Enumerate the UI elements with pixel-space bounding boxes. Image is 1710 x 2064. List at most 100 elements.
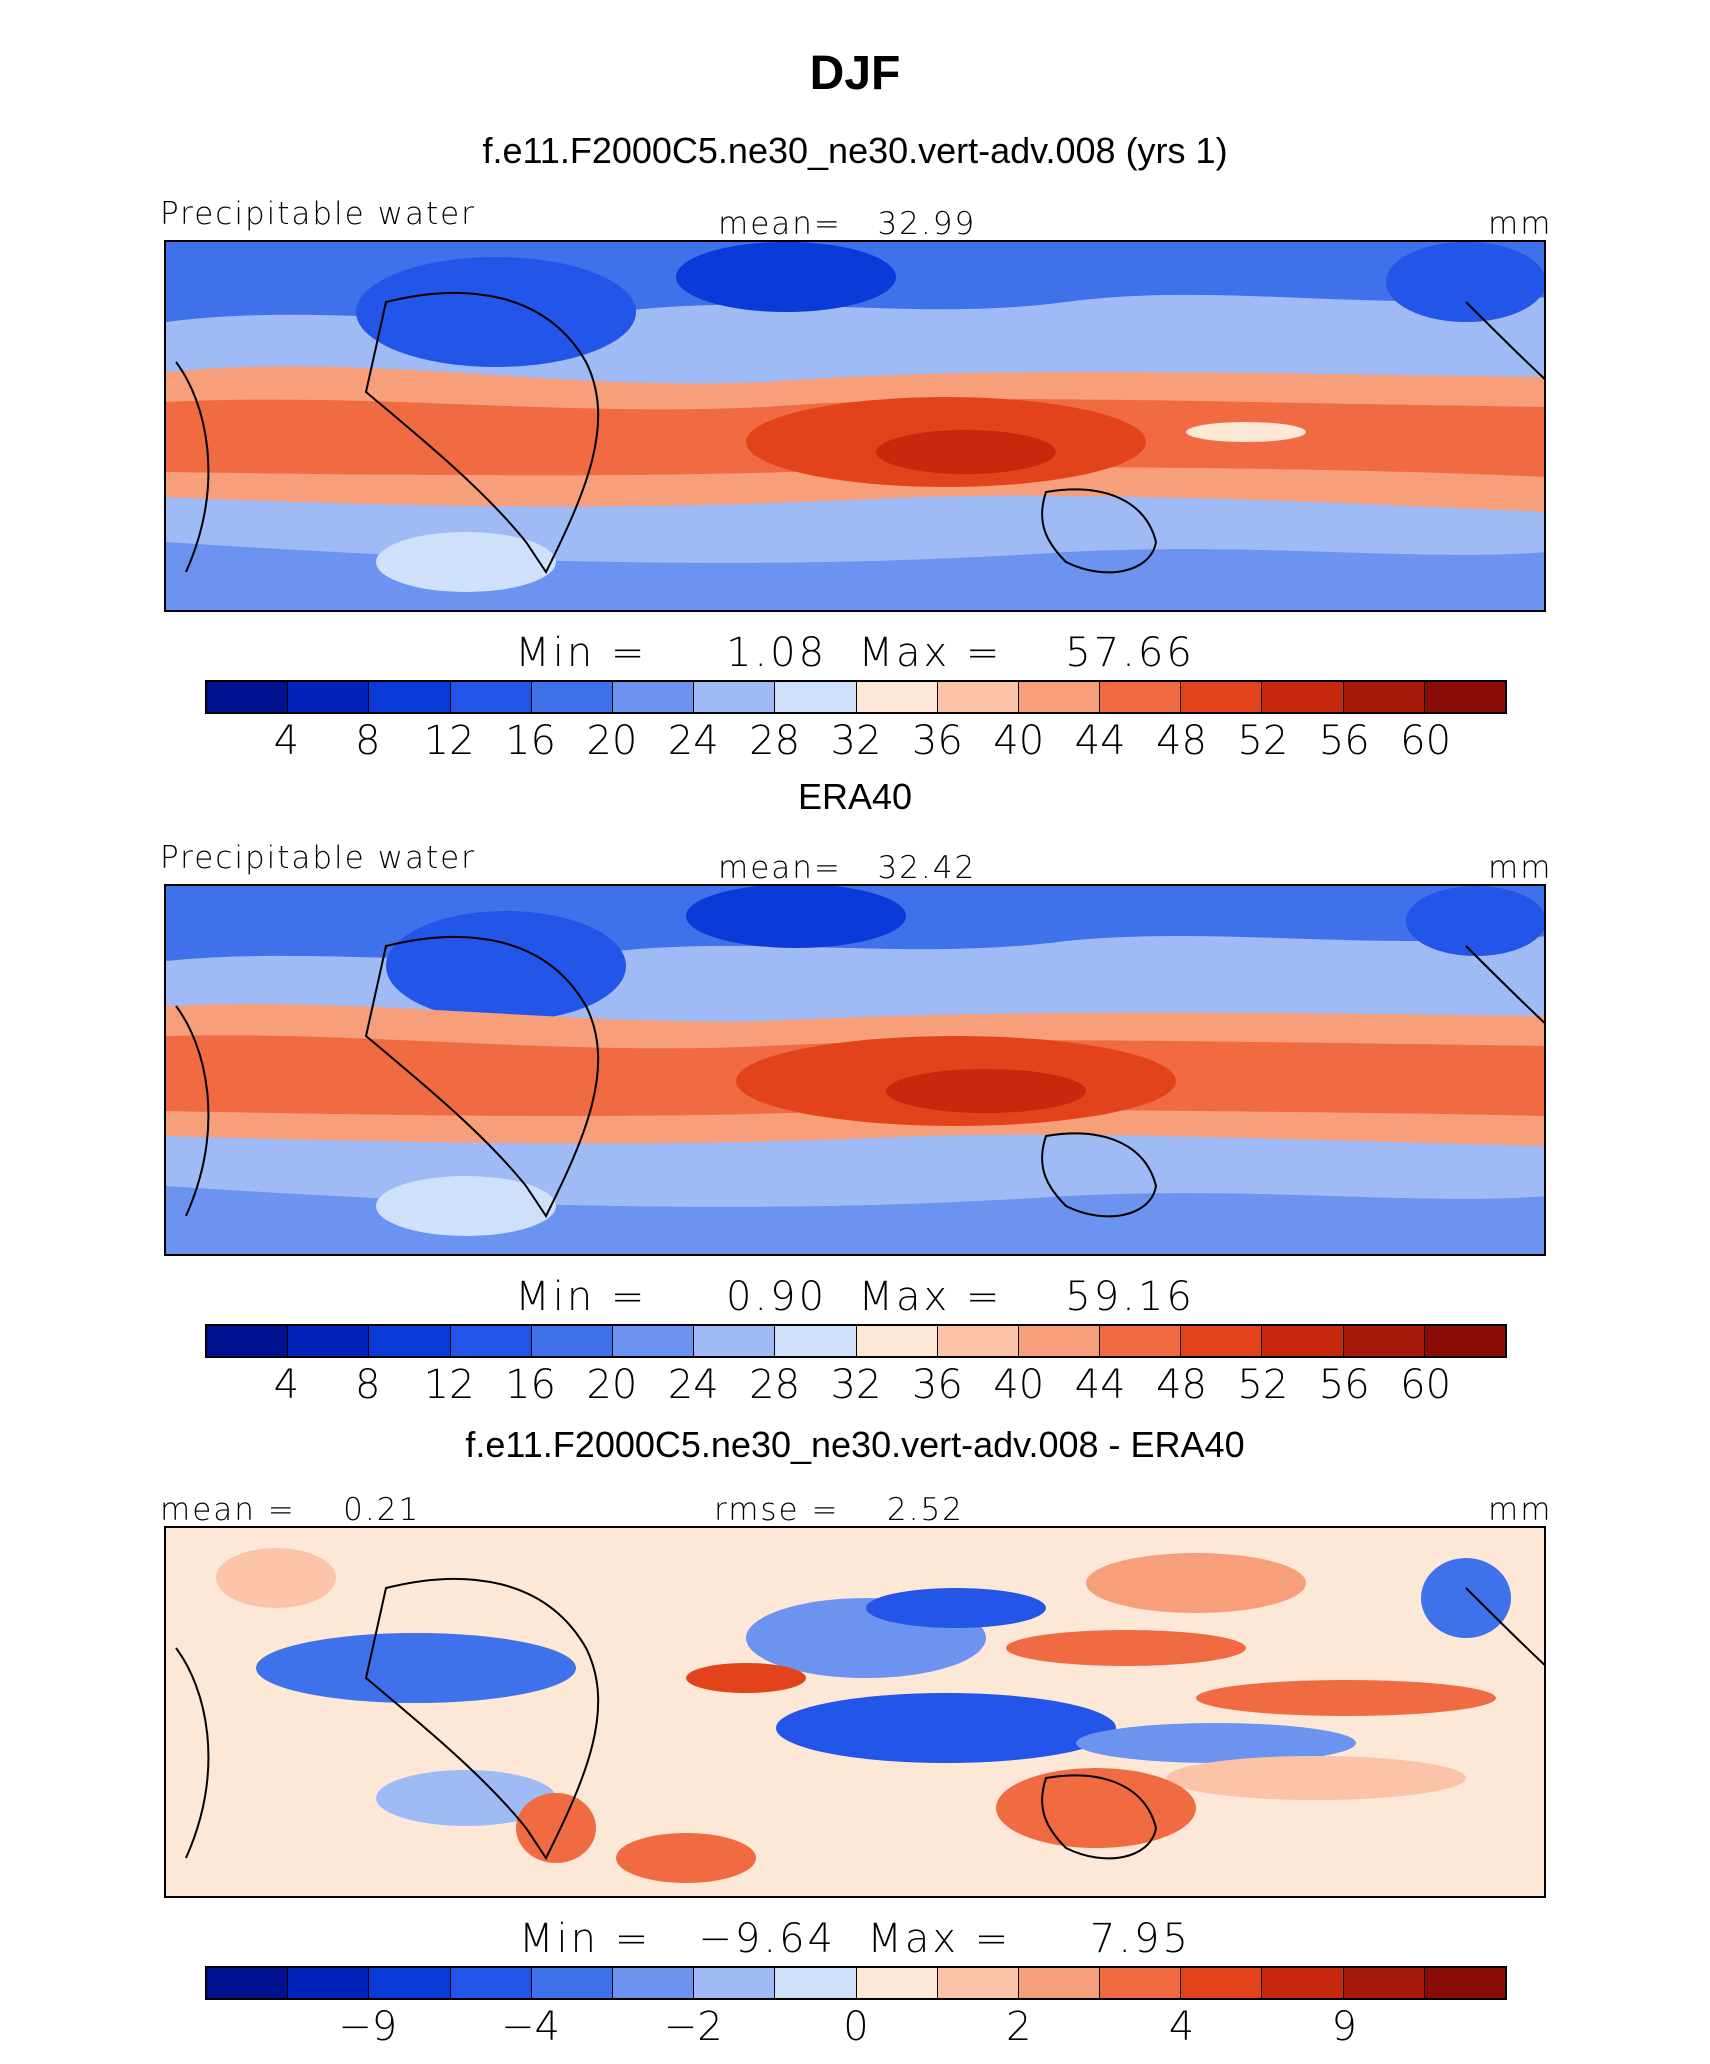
colorbar-tick: 28 bbox=[749, 1362, 801, 1408]
colorbar-tick: 40 bbox=[993, 1362, 1045, 1408]
colorbar-swatch bbox=[775, 682, 857, 712]
colorbar-swatch bbox=[207, 1326, 289, 1356]
colorbar-swatch bbox=[369, 1968, 451, 1998]
colorbar-tick: 52 bbox=[1237, 1362, 1289, 1408]
panel-3-units-label: mm bbox=[1488, 1492, 1553, 1528]
colorbar-swatch bbox=[1262, 1326, 1344, 1356]
panel-2-map bbox=[164, 884, 1546, 1256]
colorbar-tick: 20 bbox=[586, 1362, 638, 1408]
panel-1-min-max: Min = 1.08 Max = 57.66 bbox=[515, 630, 1195, 676]
colorbar-tick: 56 bbox=[1318, 1362, 1370, 1408]
colorbar-swatch bbox=[1181, 1968, 1263, 1998]
colorbar-tick: −4 bbox=[501, 2004, 560, 2050]
colorbar-swatch bbox=[450, 1326, 532, 1356]
colorbar-tick: 60 bbox=[1400, 718, 1452, 764]
colorbar-swatch bbox=[1018, 1968, 1101, 1998]
colorbar-tick: 36 bbox=[911, 1362, 963, 1408]
panel-2-header: ERA40 bbox=[797, 776, 913, 817]
panel-2-variable-label: Precipitable water bbox=[160, 840, 476, 876]
colorbar-tick: 16 bbox=[505, 1362, 556, 1408]
panel-3-colorbar bbox=[205, 1966, 1507, 2000]
panel-1-colorbar bbox=[205, 680, 1507, 714]
colorbar-swatch bbox=[856, 1968, 938, 1998]
colorbar-tick: 32 bbox=[830, 1362, 882, 1408]
colorbar-tick: 56 bbox=[1318, 718, 1370, 764]
colorbar-swatch bbox=[288, 1326, 370, 1356]
colorbar-swatch bbox=[856, 682, 938, 712]
colorbar-tick: 24 bbox=[667, 1362, 719, 1408]
colorbar-swatch bbox=[1343, 1968, 1425, 1998]
colorbar-swatch bbox=[1018, 682, 1101, 712]
colorbar-swatch bbox=[937, 682, 1019, 712]
panel-1-units-label: mm bbox=[1488, 206, 1553, 242]
panel-1-colorbar-ticks: 4 8 12 16 20 24 28 32 36 40 44 48 52 56 … bbox=[0, 718, 1710, 768]
colorbar-swatch bbox=[775, 1326, 857, 1356]
colorbar-swatch bbox=[1181, 1326, 1263, 1356]
colorbar-tick: 20 bbox=[586, 718, 638, 764]
colorbar-swatch bbox=[1100, 1968, 1182, 1998]
colorbar-swatch bbox=[369, 682, 451, 712]
panel-3-header: f.e11.F2000C5.ne30_ne30.vert-adv.008 - E… bbox=[465, 1424, 1245, 1465]
colorbar-swatch bbox=[1100, 1326, 1182, 1356]
colorbar-tick: 8 bbox=[355, 1362, 381, 1408]
colorbar-tick: 16 bbox=[505, 718, 556, 764]
colorbar-swatch bbox=[1262, 1968, 1344, 1998]
colorbar-swatch bbox=[1424, 1326, 1505, 1356]
colorbar-swatch bbox=[612, 1326, 695, 1356]
panel-3-min-max: Min = −9.64 Max = 7.95 bbox=[519, 1916, 1191, 1962]
colorbar-tick: 8 bbox=[355, 718, 381, 764]
colorbar-tick: 4 bbox=[273, 1362, 300, 1408]
colorbar-swatch bbox=[288, 682, 370, 712]
colorbar-tick: 48 bbox=[1156, 718, 1207, 764]
colorbar-swatch bbox=[612, 682, 695, 712]
panel-3-colorbar-ticks: −9 −4 −2 0 2 4 9 bbox=[0, 2004, 1710, 2054]
panel-2-colorbar-ticks: 4 8 12 16 20 24 28 32 36 40 44 48 52 56 … bbox=[0, 1362, 1710, 1412]
colorbar-tick: 52 bbox=[1237, 718, 1289, 764]
panel-1-variable-label: Precipitable water bbox=[160, 196, 476, 232]
colorbar-swatch bbox=[856, 1326, 938, 1356]
colorbar-swatch bbox=[531, 682, 613, 712]
colorbar-tick: −9 bbox=[338, 2004, 398, 2050]
panel-2-units-label: mm bbox=[1488, 850, 1553, 886]
colorbar-tick: 0 bbox=[843, 2004, 869, 2050]
colorbar-swatch bbox=[694, 682, 776, 712]
colorbar-swatch bbox=[775, 1968, 857, 1998]
colorbar-tick: 9 bbox=[1331, 2004, 1357, 2050]
colorbar-tick: 48 bbox=[1156, 1362, 1207, 1408]
colorbar-tick: 60 bbox=[1400, 1362, 1452, 1408]
colorbar-tick: 28 bbox=[749, 718, 801, 764]
colorbar-swatch bbox=[1018, 1326, 1101, 1356]
colorbar-swatch bbox=[1424, 682, 1505, 712]
colorbar-tick: 24 bbox=[667, 718, 719, 764]
panel-2-mean-label: mean= 32.42 bbox=[718, 850, 977, 886]
colorbar-tick: 12 bbox=[423, 718, 475, 764]
panel-2-colorbar bbox=[205, 1324, 1507, 1358]
colorbar-swatch bbox=[450, 682, 532, 712]
colorbar-tick: 36 bbox=[911, 718, 963, 764]
colorbar-swatch bbox=[369, 1326, 451, 1356]
colorbar-swatch bbox=[531, 1968, 613, 1998]
colorbar-swatch bbox=[1262, 682, 1344, 712]
panel-3-rmse-label: rmse = 2.52 bbox=[714, 1492, 964, 1528]
colorbar-tick: 44 bbox=[1074, 718, 1126, 764]
colorbar-swatch bbox=[1181, 682, 1263, 712]
colorbar-swatch bbox=[207, 682, 289, 712]
colorbar-swatch bbox=[694, 1326, 776, 1356]
colorbar-swatch bbox=[612, 1968, 695, 1998]
colorbar-tick: 2 bbox=[1006, 2004, 1032, 2050]
colorbar-swatch bbox=[207, 1968, 289, 1998]
colorbar-tick: −2 bbox=[663, 2004, 723, 2050]
colorbar-swatch bbox=[531, 1326, 613, 1356]
colorbar-swatch bbox=[1100, 682, 1182, 712]
colorbar-swatch bbox=[1343, 1326, 1425, 1356]
figure-title: DJF bbox=[809, 47, 901, 100]
panel-1-header: f.e11.F2000C5.ne30_ne30.vert-adv.008 (yr… bbox=[482, 130, 1228, 171]
colorbar-swatch bbox=[694, 1968, 776, 1998]
colorbar-swatch bbox=[937, 1968, 1019, 1998]
panel-1-map bbox=[164, 240, 1546, 612]
colorbar-swatch bbox=[1343, 682, 1425, 712]
panel-3-map bbox=[164, 1526, 1546, 1898]
colorbar-swatch bbox=[937, 1326, 1019, 1356]
panel-3-mean-label: mean = 0.21 bbox=[160, 1492, 421, 1528]
panel-2-min-max: Min = 0.90 Max = 59.16 bbox=[515, 1274, 1195, 1320]
